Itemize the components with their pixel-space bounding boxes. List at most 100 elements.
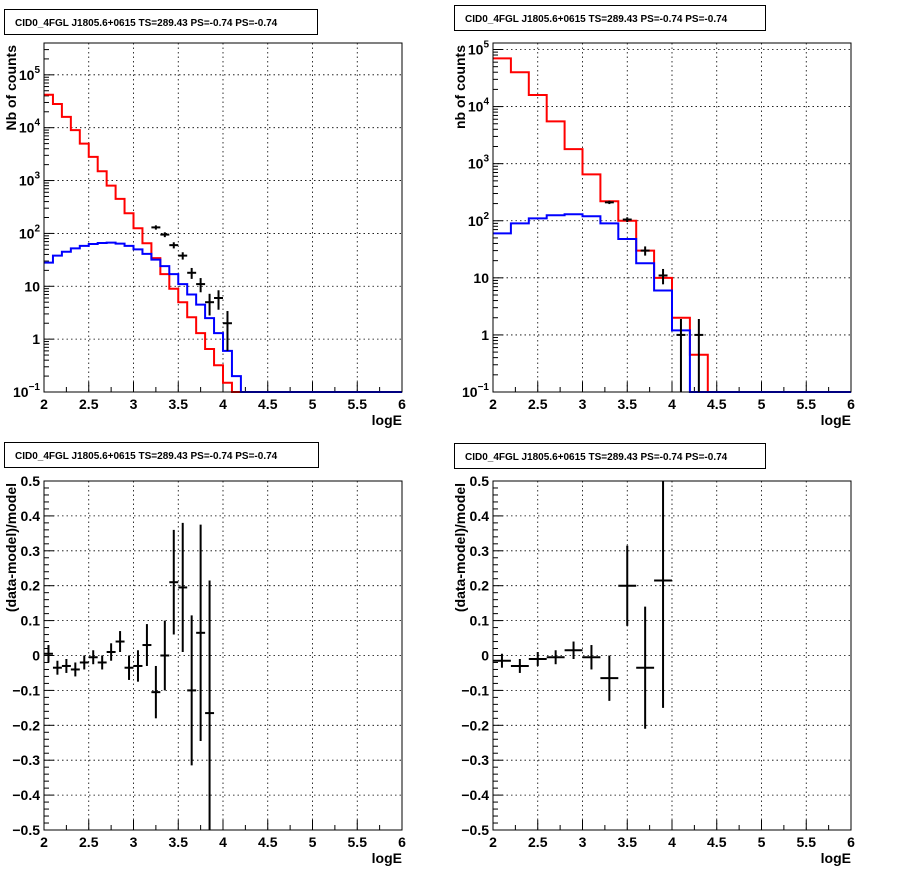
data-point (205, 293, 215, 316)
title-box (4, 9, 318, 35)
y-tick-base: 10 (462, 384, 478, 400)
data-point (151, 225, 161, 230)
x-tick-label: 2 (489, 834, 497, 850)
data-point (604, 200, 614, 205)
title-box (4, 442, 319, 468)
y-tick-label: 105 (468, 40, 490, 58)
data-point (187, 615, 197, 766)
y-tick-base: 10 (468, 213, 484, 229)
x-tick-label: 4 (219, 834, 227, 850)
data-point (654, 481, 672, 708)
y-tick-exponent: −1 (29, 382, 41, 393)
data-point (79, 655, 89, 670)
y-tick-label: 0.4 (21, 508, 41, 524)
y-axis-label: nb of counts (452, 45, 468, 129)
data-point (169, 529, 179, 635)
data-point (636, 606, 655, 729)
x-tick-label: 6 (847, 834, 855, 850)
data-point (196, 278, 206, 293)
y-tick-label: −0.1 (461, 682, 489, 698)
plot-frame (43, 480, 403, 831)
x-tick-label: 4 (219, 396, 227, 412)
y-tick-label: −0.4 (12, 787, 40, 803)
y-tick-label: −0.4 (461, 787, 489, 803)
chart-panel-bottom-left: CID0_4FGL J1805.6+0615 TS=289.43 PS=-0.7… (3, 442, 406, 866)
y-tick-label: 103 (468, 154, 490, 172)
y-tick-label: 104 (468, 97, 490, 115)
data-point (528, 652, 547, 666)
x-tick-label: 5.5 (797, 396, 817, 412)
x-tick-label: 3 (579, 396, 587, 412)
x-tick-label: 2.5 (79, 396, 99, 412)
y-tick-label: 0 (481, 648, 489, 664)
x-tick-label: 5 (758, 834, 766, 850)
x-tick-label: 5 (758, 396, 766, 412)
series-line-model-total (493, 57, 851, 393)
series-line-blue-component (493, 213, 851, 393)
data-point (151, 665, 161, 719)
data-point (205, 580, 215, 830)
plot-frame (43, 42, 403, 393)
y-tick-exponent: 4 (483, 97, 489, 108)
x-tick-label: 2.5 (528, 834, 548, 850)
data-point (44, 645, 53, 663)
data-point (142, 624, 152, 666)
data-point (187, 267, 197, 279)
x-tick-label: 2 (489, 396, 497, 412)
x-tick-label: 4 (668, 396, 676, 412)
y-tick-base: 10 (468, 156, 484, 172)
data-point (676, 319, 686, 392)
x-tick-label: 5 (309, 834, 317, 850)
data-point (70, 662, 80, 677)
y-tick-label: 1 (32, 331, 40, 347)
data-point (106, 643, 116, 661)
title-box (454, 443, 766, 469)
y-tick-label: 0.1 (470, 613, 490, 629)
x-tick-label: 2.5 (79, 834, 99, 850)
x-tick-label: 5.5 (797, 834, 817, 850)
data-point (510, 658, 529, 673)
chart-title: CID0_4FGL J1805.6+0615 TS=289.43 PS=-0.7… (465, 14, 728, 25)
data-point (124, 655, 134, 680)
y-tick-exponent: 3 (483, 154, 489, 165)
x-tick-label: 3.5 (169, 834, 189, 850)
x-tick-label: 5.5 (348, 396, 368, 412)
y-tick-label: −0.5 (12, 822, 40, 838)
data-point (97, 655, 107, 670)
x-tick-label: 4 (668, 834, 676, 850)
y-tick-base: 10 (19, 120, 35, 136)
x-tick-label: 6 (847, 396, 855, 412)
y-tick-label: 105 (19, 65, 41, 83)
y-tick-label: 0.5 (21, 473, 41, 489)
y-tick-exponent: 5 (34, 65, 40, 76)
x-axis-label: logE (372, 412, 402, 428)
y-tick-label: 10 (24, 278, 40, 294)
data-point (160, 620, 170, 691)
data-point (178, 252, 188, 260)
y-tick-label: 0.5 (470, 473, 490, 489)
y-tick-label: 10−1 (462, 382, 489, 400)
y-tick-base: 10 (19, 173, 35, 189)
x-tick-label: 4.5 (707, 834, 727, 850)
x-tick-label: 2 (40, 396, 48, 412)
x-tick-label: 3 (130, 834, 138, 850)
y-tick-label: 102 (19, 223, 41, 241)
y-tick-label: −0.3 (12, 752, 40, 768)
chart-title: CID0_4FGL J1805.6+0615 TS=289.43 PS=-0.7… (465, 452, 728, 463)
x-tick-label: 3.5 (169, 396, 189, 412)
y-tick-exponent: 2 (34, 223, 40, 234)
x-tick-label: 3 (130, 396, 138, 412)
y-tick-base: 10 (19, 67, 35, 83)
y-tick-label: 0.2 (21, 578, 41, 594)
y-tick-label: 0.1 (21, 613, 41, 629)
y-axis-label: (data-model)/model (452, 483, 468, 612)
data-point (493, 653, 511, 668)
y-axis-label: Nb of counts (3, 45, 19, 131)
y-tick-label: −0.2 (12, 717, 40, 733)
y-tick-base: 10 (468, 99, 484, 115)
data-point (600, 655, 619, 701)
chart-panel-top-right: CID0_4FGL J1805.6+0615 TS=289.43 PS=-0.7… (452, 5, 855, 428)
y-tick-base: 10 (13, 384, 29, 400)
y-tick-label: −0.3 (461, 752, 489, 768)
x-tick-label: 3.5 (618, 834, 638, 850)
